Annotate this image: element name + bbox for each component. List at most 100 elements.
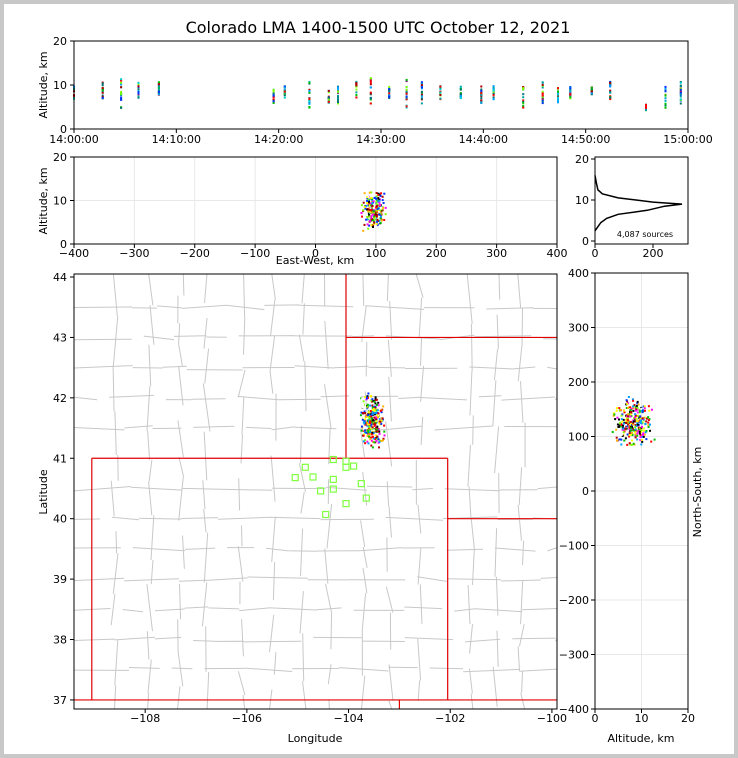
time-height-source bbox=[590, 88, 593, 91]
plan-view-source bbox=[373, 411, 376, 414]
time-height-xtick-label: 14:30:00 bbox=[356, 133, 405, 146]
ew-height-source bbox=[371, 198, 374, 201]
time-height-source bbox=[420, 102, 423, 105]
ns-height-xtick-label: 20 bbox=[681, 712, 695, 725]
ns-height-source bbox=[612, 412, 615, 415]
ns-height-source bbox=[616, 423, 619, 426]
time-height-source bbox=[459, 93, 462, 96]
ns-height-source bbox=[616, 407, 618, 410]
ns-height-source bbox=[624, 437, 627, 440]
ns-height-source bbox=[640, 443, 643, 446]
plan-view-source bbox=[373, 406, 375, 409]
ns-height-source bbox=[641, 440, 644, 443]
ns-height-source bbox=[626, 415, 628, 418]
plan-view-source bbox=[380, 422, 383, 425]
time-height-source bbox=[101, 87, 104, 89]
ew-height-source bbox=[360, 212, 363, 214]
time-height-source bbox=[308, 102, 311, 105]
plan-view-source bbox=[366, 421, 369, 424]
plan-view-source bbox=[366, 429, 369, 432]
time-height-source bbox=[101, 91, 104, 94]
time-height-source bbox=[308, 88, 311, 91]
ns-height-source bbox=[630, 407, 633, 410]
ns-height-source bbox=[637, 429, 640, 432]
lma-figure: Colorado LMA 1400-1500 UTC October 12, 2… bbox=[37, 18, 713, 745]
ew-height-source bbox=[375, 205, 378, 207]
ns-height-source bbox=[637, 403, 640, 406]
plan-view-source bbox=[371, 446, 374, 449]
ew-height-source bbox=[371, 203, 374, 206]
plan-view-ticks: −108 −106 −104 −102 −100 37 38 39 40 41 42 43 44 bbox=[53, 271, 567, 725]
ew-height-grid bbox=[73, 156, 558, 245]
time-height-source bbox=[480, 101, 483, 104]
plan-view-source bbox=[376, 425, 379, 428]
plan-view-source bbox=[366, 397, 368, 400]
ew-height-source bbox=[375, 206, 378, 209]
time-height-ytick-label: 10 bbox=[53, 79, 67, 92]
plan-view-source bbox=[362, 429, 365, 432]
ns-height-source bbox=[625, 407, 628, 409]
plan-view-source bbox=[372, 435, 374, 438]
ns-height-ylabel: North-South, km bbox=[691, 447, 704, 538]
figure-title: Colorado LMA 1400-1500 UTC October 12, 2… bbox=[186, 18, 571, 37]
ns-height-source bbox=[618, 424, 621, 427]
ns-height-source bbox=[637, 414, 640, 417]
ew-height-source bbox=[381, 199, 384, 202]
time-height-source bbox=[439, 94, 442, 96]
ns-height-source bbox=[622, 427, 625, 430]
ew-height-panel: −400 −300 −200 −100 0 100 200 300 400 0 10 20 Altit… bbox=[37, 151, 568, 267]
ns-height-source bbox=[635, 408, 638, 411]
ns-height-source bbox=[618, 425, 620, 428]
time-height-source bbox=[337, 86, 339, 89]
time-height-source bbox=[541, 99, 544, 102]
time-height-source bbox=[609, 98, 612, 101]
time-height-source bbox=[679, 95, 682, 98]
ew-height-source bbox=[369, 220, 372, 223]
time-height-source bbox=[420, 82, 423, 85]
plan-view-source bbox=[366, 403, 369, 406]
plan-view-source bbox=[373, 422, 376, 425]
time-height-source bbox=[355, 84, 358, 87]
plan-view-source bbox=[370, 423, 373, 426]
time-height-source bbox=[272, 90, 275, 93]
county-border-line bbox=[237, 274, 246, 709]
plan-view-panel: −108 −106 −104 −102 −100 37 38 39 40 41 42 43 44 Lon… bbox=[37, 271, 567, 745]
time-height-source bbox=[645, 109, 647, 111]
time-height-source bbox=[355, 91, 358, 94]
plan-view-source bbox=[379, 420, 382, 423]
plan-view-source bbox=[381, 417, 384, 420]
ns-height-source bbox=[627, 406, 629, 409]
ns-height-source bbox=[639, 439, 641, 442]
time-height-source bbox=[609, 82, 612, 84]
ns-height-source bbox=[628, 432, 631, 435]
lma-station-marker bbox=[301, 463, 309, 471]
time-height-panel: 0 10 20 14:00:00 14:10:00 14:20:00 14:30:00 14:… bbox=[37, 35, 713, 146]
plan-view-source bbox=[375, 420, 378, 423]
plan-view-source bbox=[368, 420, 370, 423]
ew-height-source bbox=[383, 219, 386, 221]
time-height-source bbox=[120, 96, 123, 99]
plan-view-source bbox=[369, 406, 372, 409]
time-height-source bbox=[664, 102, 667, 105]
time-height-source bbox=[522, 100, 525, 103]
ns-height-source bbox=[625, 422, 628, 424]
ns-height-source bbox=[642, 427, 645, 430]
time-height-source bbox=[439, 88, 442, 91]
time-height-source bbox=[157, 88, 160, 91]
plan-view-source bbox=[369, 394, 372, 397]
ns-height-source bbox=[629, 443, 632, 446]
ns-height-source bbox=[634, 422, 637, 425]
plan-view-source bbox=[371, 417, 374, 420]
ns-height-source bbox=[637, 409, 640, 412]
plan-view-source bbox=[361, 412, 364, 415]
time-height-source bbox=[327, 100, 330, 103]
ns-height-source bbox=[626, 417, 629, 420]
ns-height-source bbox=[619, 425, 622, 428]
time-height-source bbox=[664, 104, 667, 106]
ew-height-source bbox=[376, 220, 379, 223]
time-height-source bbox=[557, 99, 559, 102]
plan-view-source bbox=[368, 398, 371, 401]
time-height-source bbox=[101, 89, 104, 92]
plan-view-source bbox=[376, 435, 379, 438]
ns-height-source bbox=[641, 425, 643, 428]
